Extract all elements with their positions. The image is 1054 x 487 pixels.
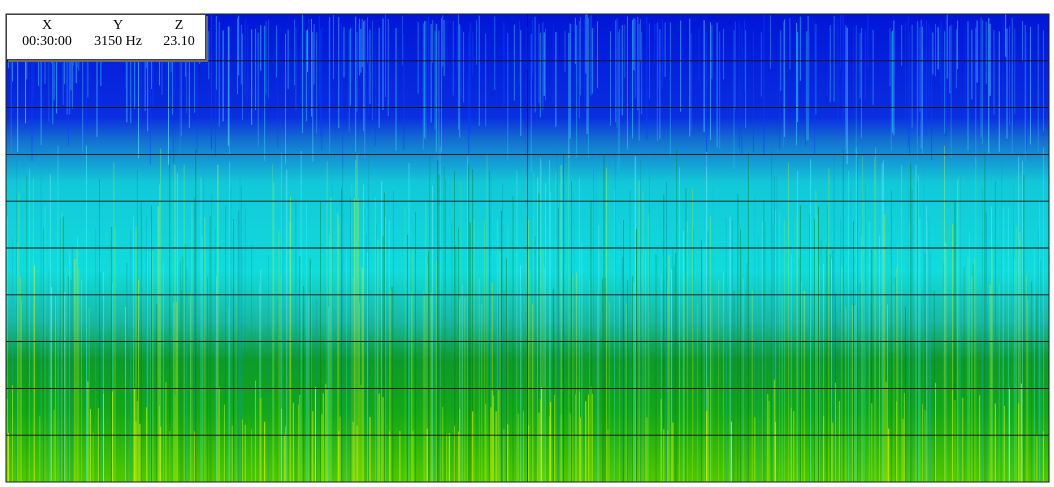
cursor-readout-box: X 00:30:00 Y 3150 Hz Z 23.10: [6, 14, 206, 60]
readout-z-column: Z 23.10: [153, 18, 205, 50]
readout-x-label: X: [41, 18, 53, 33]
spectrogram-grid: [5, 13, 1050, 483]
plot-border: [5, 13, 1050, 483]
readout-x-column: X 00:30:00: [9, 18, 85, 50]
readout-y-value: 3150 Hz: [94, 34, 142, 49]
readout-y-column: Y 3150 Hz: [83, 18, 153, 50]
readout-z-value: 23.10: [163, 34, 195, 49]
readout-z-label: Z: [174, 18, 184, 33]
readout-y-label: Y: [112, 18, 124, 33]
readout-x-value: 00:30:00: [22, 34, 72, 49]
